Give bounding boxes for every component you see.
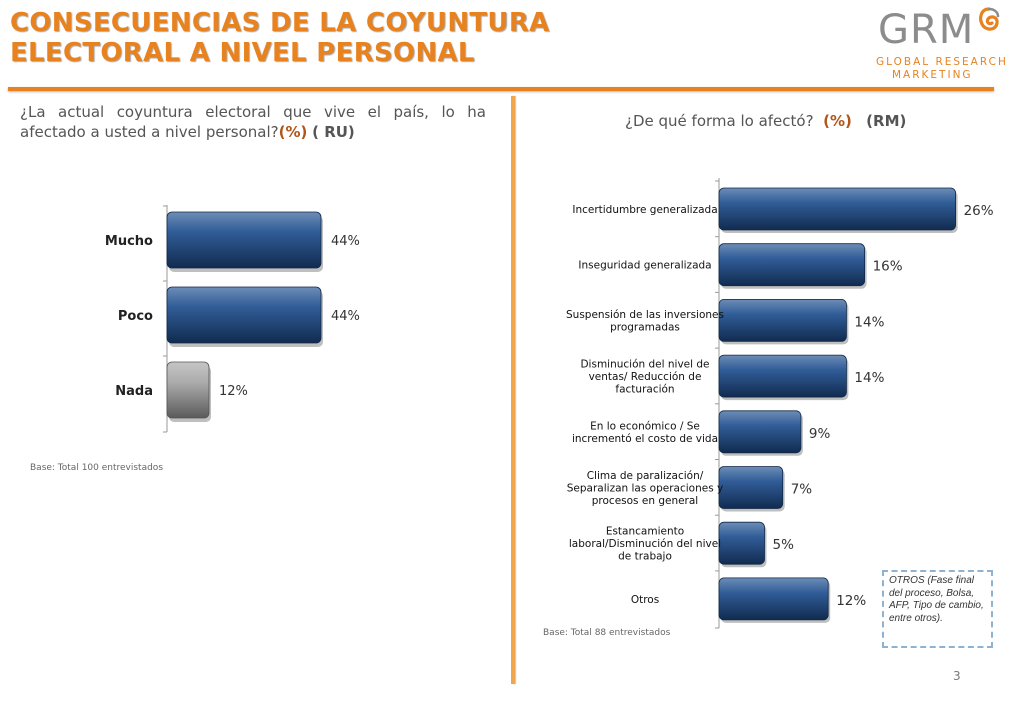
bar [718,521,765,565]
bar [718,410,802,454]
logo-subtitle-2: MARKETING [892,69,973,81]
data-label: 7% [791,482,813,498]
bar [718,243,866,287]
category-label: Separalizan las operaciones y [567,483,723,495]
data-label: 44% [331,234,360,249]
data-label: 9% [809,426,831,442]
others-callout: OTROS (Fase final del proceso, Bolsa, AF… [882,570,993,648]
category-label: Mucho [105,234,153,249]
chart-impact-type: Incertidumbre generalizada 26% Inseguridad… [566,178,994,629]
data-label: 12% [219,384,248,399]
category-label: programadas [610,322,680,334]
data-label: 26% [964,203,994,219]
bar [718,354,847,398]
logo-subtitle-1: GLOBAL RESEARCH [876,56,1008,68]
left-question: ¿La actual coyuntura electoral que vive … [20,102,486,142]
data-label: 5% [773,537,795,553]
bar [718,187,957,231]
bar [166,286,322,344]
grm-logo: GRM GLOBAL RESEARCH MARKETING [876,6,1006,82]
category-label: laboral/Disminución del nivel [569,538,721,550]
category-label: Poco [118,309,153,324]
right-question: ¿De qué forma lo afectó? (%) (RM) [625,111,945,131]
category-label: Inseguridad generalizada [578,260,711,272]
bar [718,466,784,509]
category-label: de trabajo [618,551,672,563]
category-label: ventas/ Reducción de [589,371,702,383]
chart-impact-level: Mucho 44% Poco 44% Nada 12% [105,205,360,433]
data-label: 14% [854,370,884,386]
category-label: Disminución del nivel de [580,359,709,371]
category-label: facturación [615,384,674,396]
category-label: Clima de paralización/ [587,470,704,482]
category-label: Estancamiento [606,526,684,538]
category-label: Nada [115,384,153,399]
bar [166,361,210,419]
slide-title-line-2: ELECTORAL A NIVEL PERSONAL [10,38,475,68]
category-label: procesos en general [592,495,698,507]
bar [718,299,847,342]
left-question-text: ¿La actual coyuntura electoral que vive … [20,103,486,141]
bar [166,211,322,269]
title-underline [8,87,994,91]
left-question-type: ( RU) [312,123,355,141]
right-question-type: (RM) [866,112,907,130]
right-question-text: ¿De qué forma lo afectó? [625,112,814,130]
category-label: Otros [631,594,659,606]
category-label: En lo económico / Se [590,421,700,433]
left-question-unit: (%) [278,123,308,141]
logo-swirl-icon [979,7,1000,31]
slide-title: CONSECUENCIAS DE LA COYUNTURA ELECTORAL … [10,8,570,68]
data-label: 44% [331,309,360,324]
page-number: 3 [953,669,961,683]
data-label: 14% [854,314,884,330]
right-question-unit: (%) [823,112,852,130]
bar [718,577,829,621]
right-base-note: Base: Total 88 entrevistados [543,628,671,638]
panel-divider [511,96,515,684]
category-label: Suspensión de las inversiones [566,309,724,321]
data-label: 12% [836,593,866,609]
left-base-note: Base: Total 100 entrevistados [30,463,164,473]
category-label: incrementó el costo de vida [572,433,718,445]
category-label: Incertidumbre generalizada [572,204,717,216]
data-label: 16% [873,259,903,275]
slide-title-line-1: CONSECUENCIAS DE LA COYUNTURA [10,8,550,38]
logo-brand: GRM [878,7,975,53]
